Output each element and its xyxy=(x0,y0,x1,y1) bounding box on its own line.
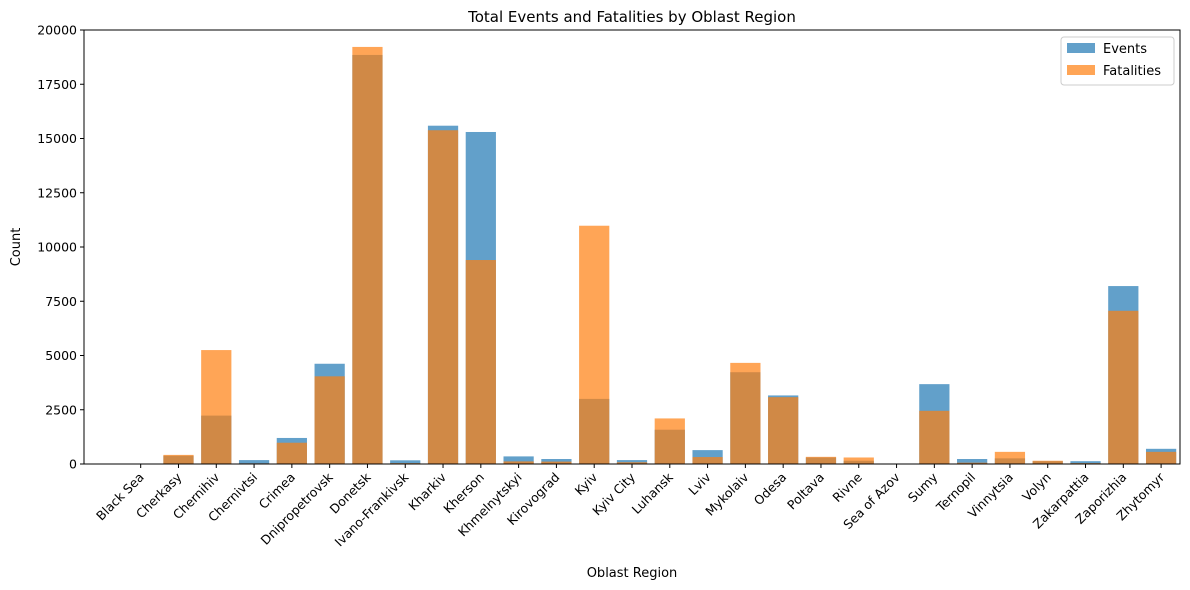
bar-fatalities-volyn xyxy=(1032,460,1063,464)
y-tick-label: 12500 xyxy=(37,185,77,200)
bar-fatalities-donetsk xyxy=(352,46,383,465)
bar-fatalities-kherson xyxy=(465,260,496,464)
series-fatalities xyxy=(125,46,1177,465)
bar-fatalities-crimea xyxy=(276,442,307,464)
x-tick-label: Lviv xyxy=(685,469,714,498)
plot-area xyxy=(125,46,1177,465)
bar-fatalities-kharkiv xyxy=(427,130,459,464)
bar-fatalities-cherkasy xyxy=(163,454,194,464)
legend-label-fatalities: Fatalities xyxy=(1103,64,1161,79)
y-tick-label: 15000 xyxy=(37,131,77,146)
bar-events-ivano-frankivsk xyxy=(390,460,421,464)
x-tick-label: Rivne xyxy=(829,469,865,505)
y-tick-label: 2500 xyxy=(45,402,77,417)
bar-fatalities-zaporizhia xyxy=(1108,310,1139,464)
bar-fatalities-vinnytsia xyxy=(994,451,1026,464)
y-tick-label: 10000 xyxy=(37,240,77,255)
chart-title: Total Events and Fatalities by Oblast Re… xyxy=(467,8,796,26)
legend-swatch-events xyxy=(1067,43,1095,53)
legend: Events Fatalities xyxy=(1060,36,1175,86)
y-tick-label: 17500 xyxy=(37,77,77,92)
y-axis-ticks: 0 2500 5000 7500 10000 12500 15000 17500 20000 xyxy=(37,23,84,472)
x-axis-label: Oblast Region xyxy=(587,566,678,581)
bar-events-khmelnytskyi xyxy=(503,456,534,464)
x-tick-label: Kyiv xyxy=(572,469,601,498)
bar-fatalities-ternopil xyxy=(957,462,988,464)
bar-fatalities-luhansk xyxy=(654,418,685,464)
bar-fatalities-kyiv xyxy=(579,225,610,464)
legend-label-events: Events xyxy=(1103,42,1147,57)
bar-events-zakarpattia xyxy=(1070,461,1101,464)
x-tick-label: Kyiv City xyxy=(589,469,638,518)
y-axis-label: Count xyxy=(9,228,24,267)
bar-events-chernivtsi xyxy=(238,460,270,464)
bar-fatalities-mykolaiv xyxy=(730,362,761,464)
bar-fatalities-chernihiv xyxy=(201,350,232,464)
x-tick-label: Sumy xyxy=(905,469,941,505)
y-tick-label: 20000 xyxy=(37,23,77,38)
bar-fatalities-khmelnytskyi xyxy=(503,461,534,464)
bar-events-kirovograd xyxy=(541,459,572,464)
bar-fatalities-kyiv-city xyxy=(616,462,648,464)
bar-fatalities-sumy xyxy=(919,410,950,464)
x-axis-ticks: Black SeaCherkasyChernihivChernivtsiCrim… xyxy=(93,464,1168,549)
bar-fatalities-dnipropetrovsk xyxy=(314,376,345,464)
y-tick-label: 7500 xyxy=(45,294,77,309)
bar-fatalities-poltava xyxy=(805,456,837,464)
bar-fatalities-kirovograd xyxy=(541,461,572,464)
bar-events-ternopil xyxy=(957,459,988,464)
bar-fatalities-zhytomyr xyxy=(1145,451,1177,464)
x-tick-label: Volyn xyxy=(1019,470,1054,505)
y-tick-label: 0 xyxy=(69,457,77,472)
series-events xyxy=(125,54,1177,465)
x-tick-label: Luhansk xyxy=(629,469,677,517)
bar-fatalities-odesa xyxy=(768,397,799,464)
bar-fatalities-rivne xyxy=(843,457,874,464)
bar-fatalities-lviv xyxy=(692,457,723,464)
x-tick-label: Poltava xyxy=(784,470,827,513)
y-tick-label: 5000 xyxy=(45,348,77,363)
plot-frame xyxy=(83,29,1181,465)
bar-events-kyiv-city xyxy=(616,460,648,464)
legend-swatch-fatalities xyxy=(1067,65,1095,75)
